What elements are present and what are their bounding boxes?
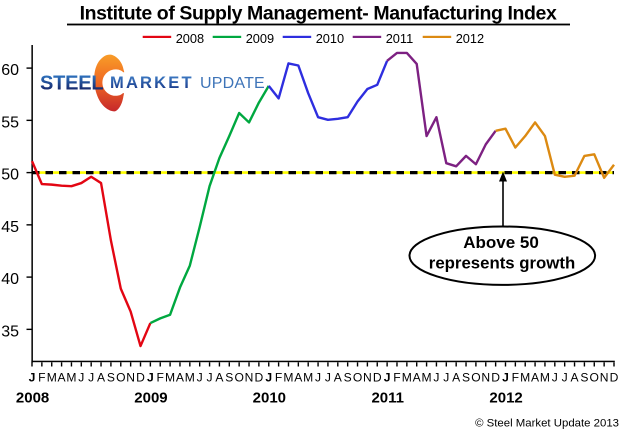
svg-text:A: A (334, 370, 343, 384)
svg-text:M: M (422, 370, 432, 384)
svg-text:MARKET: MARKET (110, 74, 194, 92)
svg-text:S: S (580, 370, 588, 384)
svg-text:D: D (491, 370, 500, 384)
svg-text:represents growth: represents growth (429, 254, 575, 273)
svg-text:O: O (471, 370, 480, 384)
svg-text:J: J (197, 370, 203, 384)
svg-text:A: A (294, 370, 303, 384)
svg-text:N: N (481, 370, 490, 384)
svg-text:40: 40 (1, 271, 19, 288)
svg-text:N: N (245, 370, 254, 384)
svg-text:UPDATE: UPDATE (200, 75, 265, 92)
svg-text:F: F (38, 370, 45, 384)
svg-text:S: S (107, 370, 115, 384)
svg-text:60: 60 (1, 62, 19, 79)
svg-text:O: O (590, 370, 599, 384)
svg-text:A: A (571, 370, 580, 384)
svg-text:J: J (384, 370, 391, 384)
svg-text:O: O (353, 370, 362, 384)
svg-text:A: A (58, 370, 67, 384)
svg-text:J: J (433, 370, 439, 384)
svg-text:M: M (47, 370, 57, 384)
svg-text:2009: 2009 (246, 31, 274, 46)
svg-text:A: A (413, 370, 422, 384)
svg-text:J: J (265, 370, 272, 384)
svg-text:2008: 2008 (176, 31, 204, 46)
svg-text:© Steel Market Update 2013: © Steel Market Update 2013 (475, 418, 619, 430)
svg-text:J: J (88, 370, 94, 384)
svg-text:2012: 2012 (489, 389, 522, 406)
svg-text:M: M (520, 370, 530, 384)
svg-text:2011: 2011 (386, 31, 414, 46)
svg-text:J: J (502, 370, 509, 384)
svg-text:N: N (600, 370, 609, 384)
svg-text:J: J (315, 370, 321, 384)
svg-text:J: J (552, 370, 558, 384)
svg-text:O: O (116, 370, 125, 384)
svg-text:J: J (29, 370, 36, 384)
svg-text:F: F (393, 370, 400, 384)
svg-text:2010: 2010 (316, 31, 344, 46)
svg-text:A: A (531, 370, 540, 384)
svg-text:M: M (66, 370, 76, 384)
svg-text:D: D (610, 370, 619, 384)
svg-text:A: A (176, 370, 185, 384)
svg-text:S: S (225, 370, 233, 384)
svg-text:2009: 2009 (134, 389, 167, 406)
svg-text:2008: 2008 (16, 389, 49, 406)
svg-text:J: J (325, 370, 331, 384)
svg-text:D: D (255, 370, 264, 384)
svg-text:2011: 2011 (371, 389, 404, 406)
svg-text:N: N (363, 370, 372, 384)
svg-text:55: 55 (1, 114, 19, 131)
svg-text:M: M (283, 370, 293, 384)
svg-text:J: J (207, 370, 213, 384)
svg-text:45: 45 (1, 219, 19, 236)
svg-text:J: J (78, 370, 84, 384)
svg-text:Institute of Supply Management: Institute of Supply Management- Manufact… (80, 3, 557, 25)
svg-text:O: O (234, 370, 243, 384)
svg-text:Above 50: Above 50 (463, 233, 539, 252)
svg-text:D: D (373, 370, 382, 384)
svg-text:35: 35 (1, 323, 19, 340)
svg-text:2012: 2012 (456, 31, 484, 46)
svg-text:A: A (452, 370, 461, 384)
svg-text:N: N (126, 370, 135, 384)
svg-text:F: F (157, 370, 164, 384)
svg-text:M: M (303, 370, 313, 384)
svg-text:M: M (165, 370, 175, 384)
svg-text:F: F (275, 370, 282, 384)
svg-text:F: F (512, 370, 519, 384)
svg-text:J: J (443, 370, 449, 384)
svg-text:J: J (562, 370, 568, 384)
svg-text:M: M (185, 370, 195, 384)
svg-text:50: 50 (1, 167, 19, 184)
svg-text:S: S (344, 370, 352, 384)
svg-text:J: J (147, 370, 154, 384)
svg-text:S: S (462, 370, 470, 384)
svg-text:STEEL: STEEL (40, 73, 103, 95)
svg-text:D: D (136, 370, 145, 384)
svg-text:A: A (97, 370, 106, 384)
svg-text:M: M (540, 370, 550, 384)
svg-text:2010: 2010 (253, 389, 286, 406)
svg-text:M: M (402, 370, 412, 384)
svg-text:A: A (215, 370, 224, 384)
